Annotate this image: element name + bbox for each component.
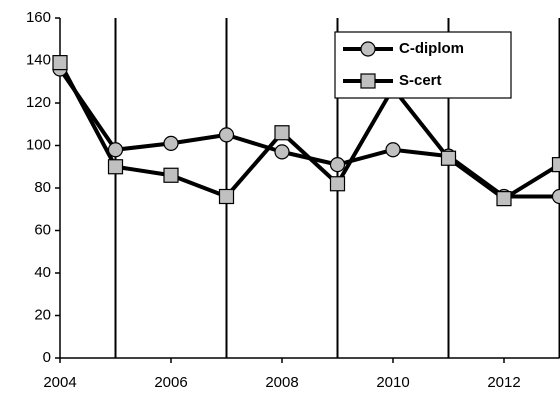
marker [274,144,290,160]
marker [385,142,401,158]
x-tick-label: 2004 [43,374,76,391]
marker [107,159,124,175]
legend-label: S-cert [399,72,442,89]
marker [551,157,560,173]
marker [52,55,68,71]
y-tick-label: 120 [26,94,51,111]
marker [329,157,346,173]
x-tick-label: 2010 [376,374,409,391]
marker [218,188,235,205]
y-tick-label: 160 [26,9,51,26]
y-tick-label: 40 [34,264,51,281]
series-line [58,61,560,201]
y-tick-label: 80 [34,179,51,196]
x-tick-label: 2012 [487,374,520,391]
x-tick-label: 2008 [265,374,298,391]
marker [551,188,560,205]
y-tick-label: 60 [34,221,51,238]
legend-marker [360,73,376,89]
legend-marker [360,41,376,57]
marker [274,125,290,141]
marker [107,142,124,158]
marker [218,127,235,143]
legend-label: C-diplom [399,40,464,57]
marker [440,150,457,166]
marker [329,176,346,192]
marker [163,167,179,183]
y-tick-label: 100 [26,136,51,153]
x-tick-label: 2006 [154,374,187,391]
y-tick-label: 20 [34,306,51,323]
y-tick-label: 140 [26,51,51,68]
marker [496,191,512,207]
marker [163,135,179,151]
y-tick-label: 0 [43,349,51,366]
